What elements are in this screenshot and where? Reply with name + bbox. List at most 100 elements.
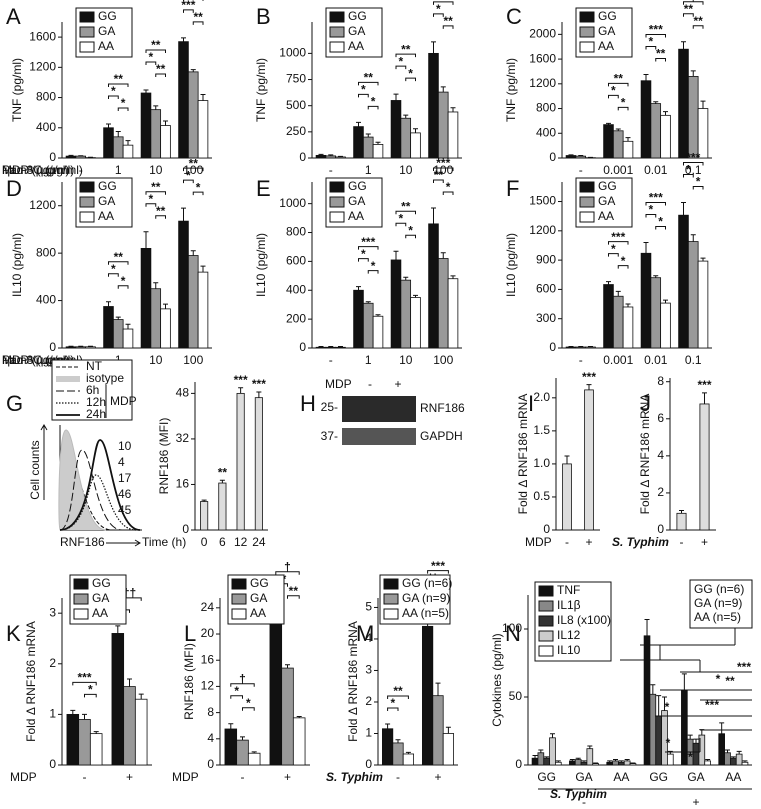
x-axis-label: Pam3C (µg/ml): [2, 163, 83, 177]
significance-bracket: [692, 25, 704, 29]
error-bar: [115, 316, 121, 320]
band-label: GAPDH: [420, 429, 463, 443]
error-bar: [700, 257, 706, 262]
bar: [549, 737, 556, 766]
bar: [381, 728, 394, 766]
y-tick-label: 400: [536, 125, 556, 139]
bar: [584, 389, 594, 531]
legend-label: AA: [98, 39, 114, 53]
bar: [134, 698, 148, 766]
error-bar: [413, 294, 418, 298]
error-bar: [663, 111, 668, 116]
legend-label: GG: [598, 179, 617, 193]
error-bar: [78, 345, 84, 347]
axis-arrow: [40, 424, 48, 500]
sample-size: GA (n=9): [694, 596, 742, 610]
legend-swatch: [383, 593, 399, 605]
legend-label: GA: [98, 24, 115, 38]
bar: [622, 306, 634, 349]
y-tick-label: 750: [286, 72, 306, 86]
error-bar: [736, 750, 742, 755]
band-label: RNF186: [420, 401, 465, 415]
significance-bracket: [367, 105, 379, 110]
significance-label: **: [614, 72, 624, 86]
significance-label: *: [621, 96, 626, 110]
x-tick-label: 1: [365, 163, 372, 177]
error-bar: [138, 693, 144, 700]
sample-size: GG (n=6): [694, 582, 744, 596]
error-bar: [661, 696, 667, 711]
bar: [678, 48, 689, 159]
bar: [160, 125, 171, 159]
legend-swatch: [79, 41, 95, 53]
significance-bracket: [145, 203, 157, 207]
legend-label: AA: [598, 209, 614, 223]
y-axis-label: Cell counts: [28, 440, 42, 499]
y-tick-label: 1200: [29, 198, 56, 212]
significance-bracket: [433, 13, 444, 17]
y-tick-label: 100: [502, 621, 522, 635]
error-bar: [393, 93, 399, 101]
y-axis-label: TNF (pg/ml): [504, 58, 518, 122]
significance-label: ***: [252, 377, 266, 391]
bar: [111, 633, 125, 766]
error-bar: [693, 738, 699, 744]
error-bar: [587, 745, 593, 749]
y-tick-label: 1200: [529, 76, 556, 90]
error-bar: [440, 252, 446, 259]
y-tick-label: 0: [49, 340, 56, 354]
y-tick-label: 0: [207, 757, 214, 771]
error-bar: [393, 250, 399, 260]
bar: [197, 271, 209, 349]
error-bar: [615, 128, 621, 131]
error-bar: [618, 760, 624, 763]
bar: [649, 693, 657, 766]
legend-label: AA: [348, 39, 364, 53]
bar: [78, 719, 91, 766]
legend-label: AA (n=5): [402, 606, 449, 620]
bar: [353, 289, 364, 349]
x-tick-label: 100: [433, 353, 453, 367]
error-bar: [190, 69, 196, 72]
significance-label: †: [284, 560, 291, 574]
error-bar: [403, 276, 409, 281]
legend-label: GG: [98, 9, 117, 23]
significance-label: ***: [737, 660, 751, 674]
significance-bracket: [645, 214, 657, 218]
x-tick-label: 0.001: [603, 163, 633, 177]
bar: [622, 140, 634, 159]
significance-label: **: [393, 684, 403, 698]
significance-label: *: [686, 163, 691, 177]
bar: [603, 284, 614, 349]
bar: [618, 761, 625, 766]
bar: [428, 52, 439, 159]
error-bar: [593, 762, 599, 764]
error-bar: [240, 736, 245, 741]
y-tick-label: 1500: [529, 194, 556, 208]
legend-swatch: [579, 211, 595, 223]
significance-bracket: [692, 186, 704, 190]
x-tick-label: +: [701, 535, 708, 549]
legend-box: [689, 579, 753, 629]
bar: [697, 260, 709, 349]
significance-label: **: [151, 180, 161, 194]
significance-label: ***: [436, 156, 450, 170]
bar: [650, 277, 662, 349]
y-tick-label: 0: [549, 340, 556, 354]
error-bar: [742, 760, 748, 763]
y-tick-label: 0: [49, 150, 56, 164]
bar: [565, 346, 577, 349]
error-bar: [153, 105, 159, 110]
significance-bracket: [155, 73, 166, 77]
significance-bracket: [683, 162, 704, 166]
legend-label: GA: [348, 194, 365, 208]
y-tick-label: 400: [286, 282, 306, 296]
significance-bracket: [230, 683, 255, 687]
axis-arrow: [106, 539, 141, 547]
significance-label: *: [665, 700, 670, 714]
significance-bracket: [405, 77, 416, 82]
significance-bracket: [183, 179, 194, 184]
error-bar: [445, 726, 451, 734]
x-axis-label: Time (h): [142, 535, 186, 549]
panel-letter: C: [506, 4, 522, 29]
